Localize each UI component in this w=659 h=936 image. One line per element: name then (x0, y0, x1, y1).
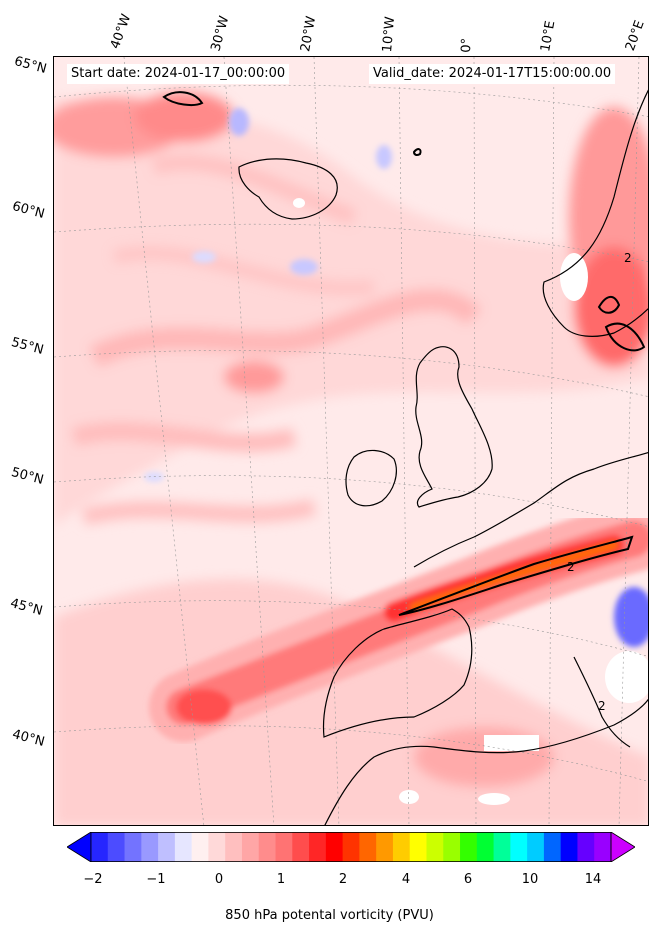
colorbar-title: 850 hPa potental vorticity (PVU) (225, 908, 434, 923)
colorbar-cell (493, 832, 511, 862)
colorbar-tick: 2 (338, 872, 348, 887)
colorbar-frame (90, 832, 612, 862)
colorbar-cell (443, 832, 461, 862)
colorbar-cell (141, 832, 159, 862)
colorbar-extend-low (67, 832, 92, 862)
colorbar-cell (275, 832, 293, 862)
colorbar-cell (577, 832, 595, 862)
lat-label-65n: 65°N (12, 54, 49, 77)
colorbar-cell (426, 832, 444, 862)
colorbar-cell (560, 832, 578, 862)
colorbar-cell (409, 832, 427, 862)
colorbar-cells (67, 832, 635, 862)
colorbar-cell (91, 832, 109, 862)
contour-label: 2 (598, 699, 606, 713)
colorbar-cell (342, 832, 360, 862)
colorbar-cell (158, 832, 176, 862)
colorbar-extend-high (610, 832, 635, 862)
colorbar-cell (241, 832, 260, 862)
colorbar-tick: 4 (401, 872, 411, 887)
pv-2-contours (162, 91, 646, 616)
colorbar (67, 832, 635, 862)
lon-label-20w: 20°W (298, 15, 320, 54)
colorbar-tick: 10 (521, 872, 539, 887)
pv-map-canvas: 2 2 2 (54, 57, 648, 825)
colorbar-cell (510, 832, 528, 862)
contour-label: 2 (624, 251, 632, 265)
pv-background-field (54, 92, 648, 825)
pv-map[interactable]: 2 2 2 (53, 56, 649, 826)
lon-label-40w: 40°W (107, 12, 135, 51)
colorbar-cell (376, 832, 394, 862)
colorbar-cell (359, 832, 377, 862)
coastlines (238, 89, 648, 825)
colorbar-cell (476, 832, 495, 862)
lon-label-10w: 10°W (380, 15, 399, 53)
pv-negative-patches (144, 108, 648, 647)
lat-label-50n: 50°N (9, 465, 46, 488)
colorbar-tick: −2 (83, 872, 103, 887)
lon-label-20e: 20°E (622, 18, 648, 53)
start-date-label: Start date: 2024-01-17_00:00:00 (67, 64, 290, 84)
colorbar-cell (174, 832, 193, 862)
colorbar-cell (124, 832, 142, 862)
lat-label-55n: 55°N (9, 335, 46, 358)
colorbar-cell (594, 832, 612, 862)
colorbar-cell (208, 832, 226, 862)
colorbar-cell (292, 832, 310, 862)
masked-areas (293, 198, 648, 805)
lon-label-10e: 10°E (538, 19, 559, 54)
colorbar-cell (225, 832, 243, 862)
valid-date-label: Valid_date: 2024-01-17T15:00:00.00 (369, 64, 616, 84)
colorbar-cell (309, 832, 327, 862)
colorbar-cell (325, 832, 344, 862)
lat-label-40n: 40°N (10, 727, 47, 750)
contour-label: 2 (567, 560, 575, 574)
colorbar-tick: 14 (584, 872, 602, 887)
colorbar-cell (258, 832, 277, 862)
lon-label-0: 0° (459, 37, 475, 53)
colorbar-cell (460, 832, 478, 862)
lat-label-45n: 45°N (8, 596, 45, 619)
colorbar-cell (392, 832, 411, 862)
colorbar-cell (191, 832, 209, 862)
colorbar-tick: −1 (146, 872, 166, 887)
colorbar-tick: 6 (463, 872, 473, 887)
graticule (54, 57, 648, 825)
lon-label-30w: 30°W (208, 14, 233, 53)
colorbar-tick: 0 (214, 872, 224, 887)
colorbar-cell (527, 832, 545, 862)
lat-label-60n: 60°N (10, 199, 47, 222)
colorbar-tick: 1 (276, 872, 286, 887)
colorbar-cell (543, 832, 562, 862)
colorbar-cell (107, 832, 126, 862)
